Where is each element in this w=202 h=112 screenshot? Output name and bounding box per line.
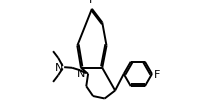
Text: N: N [55,63,63,73]
Text: F: F [89,0,95,5]
Text: N: N [77,69,85,79]
Text: F: F [154,69,160,79]
